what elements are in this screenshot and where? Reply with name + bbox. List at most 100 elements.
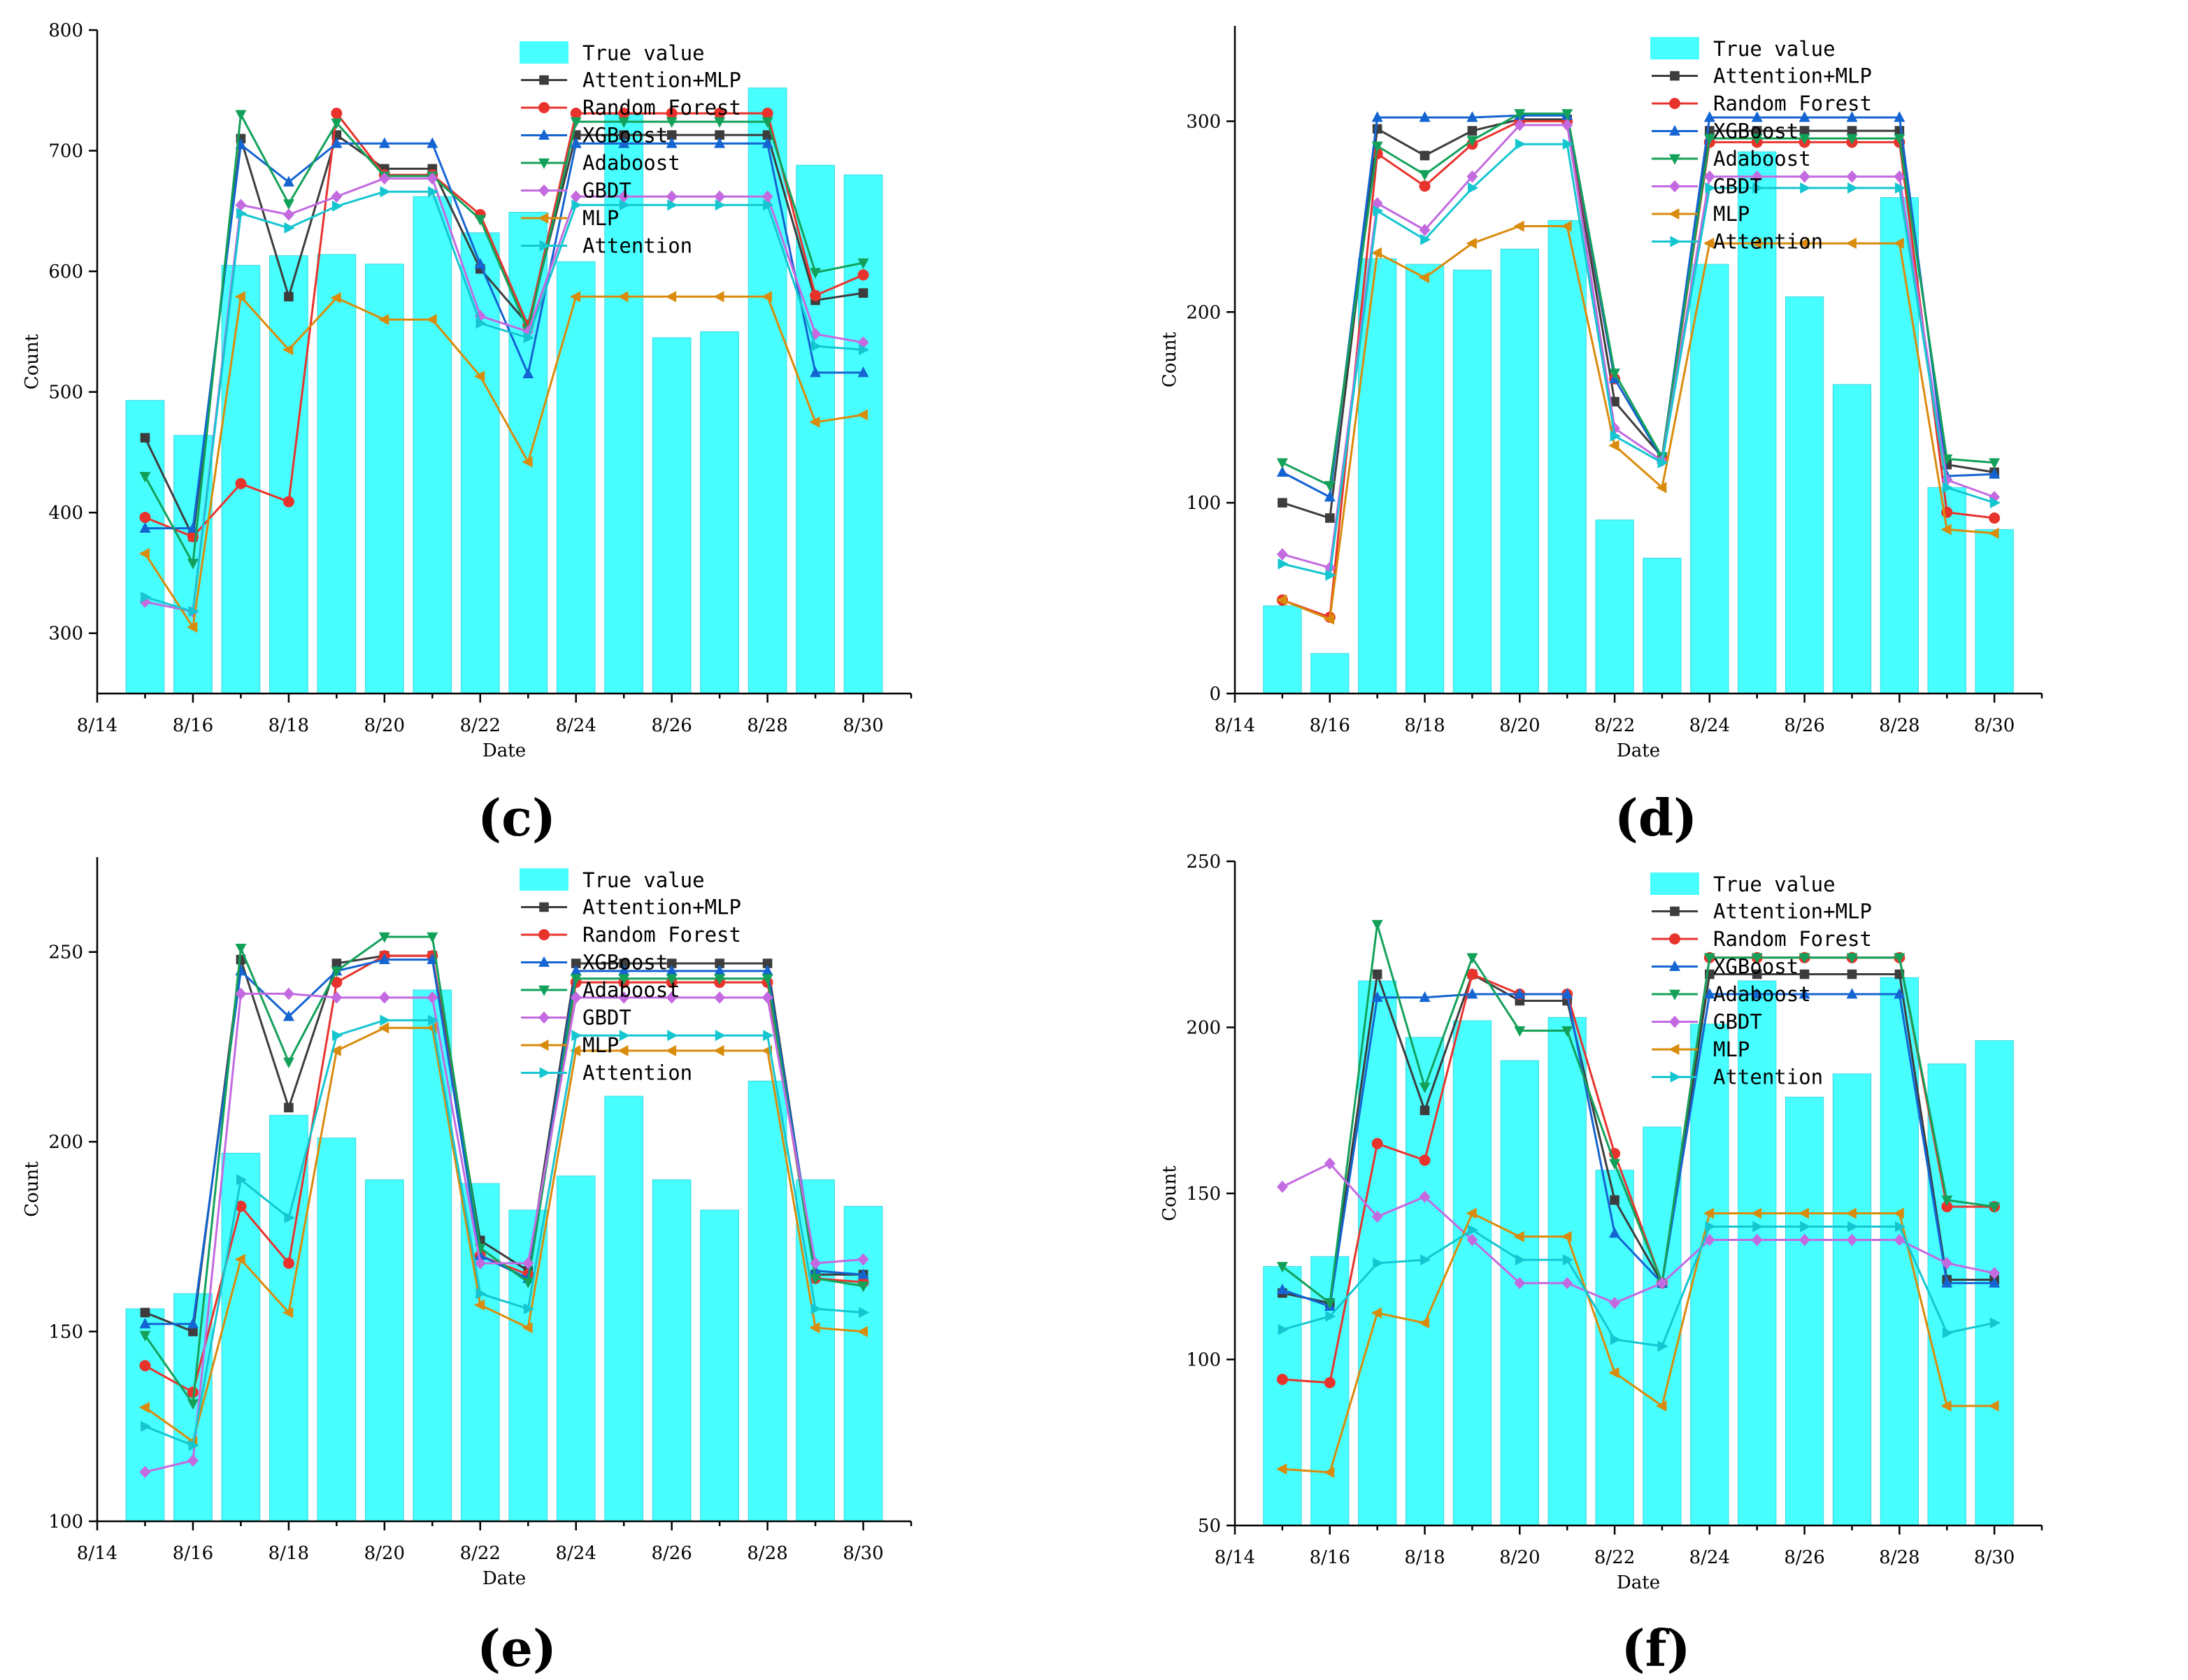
data-point — [619, 959, 629, 968]
data-point — [618, 117, 630, 128]
data-point — [1845, 238, 1857, 250]
x-tick-label: 8/30 — [1974, 715, 2015, 736]
data-point — [476, 317, 487, 329]
data-point — [1562, 1254, 1573, 1265]
legend-swatch-marker — [539, 902, 549, 912]
bar — [556, 261, 596, 694]
data-point — [1371, 1137, 1383, 1149]
data-point — [761, 137, 773, 148]
x-tick-label: 8/22 — [1594, 715, 1635, 736]
data-point — [1276, 466, 1288, 477]
data-point — [1468, 182, 1479, 194]
data-point — [139, 1360, 151, 1372]
legend-label: XGBoost — [582, 951, 668, 975]
legend-label: MLP — [582, 206, 619, 230]
data-point — [522, 456, 533, 468]
data-point — [427, 1014, 439, 1026]
data-point — [762, 959, 773, 968]
data-point — [187, 1317, 199, 1329]
data-point — [523, 1303, 535, 1314]
bar — [748, 87, 787, 694]
series-line — [144, 1026, 864, 1444]
data-point — [857, 1281, 869, 1293]
data-point — [857, 1326, 868, 1337]
data-point — [1705, 1221, 1716, 1233]
series-mlp — [1276, 220, 1999, 625]
bar — [125, 1308, 165, 1522]
data-point — [666, 991, 678, 1004]
data-point — [667, 199, 678, 211]
data-point — [523, 331, 535, 343]
legend-label: XGBoost — [1713, 955, 1799, 979]
data-point — [1751, 953, 1763, 964]
data-point — [1940, 524, 1952, 536]
data-point — [1846, 134, 1858, 145]
legend-label: Adaboost — [582, 151, 680, 175]
data-point — [857, 409, 868, 421]
data-point — [1609, 1227, 1621, 1238]
data-point — [331, 959, 342, 968]
data-point — [1419, 224, 1431, 236]
bar — [700, 331, 740, 694]
data-point — [1799, 134, 1810, 145]
data-point — [140, 1307, 150, 1318]
data-point — [1466, 968, 1478, 980]
bar — [700, 1209, 740, 1522]
bar — [460, 232, 500, 694]
data-point — [1751, 170, 1763, 183]
legend-swatch-marker — [538, 1040, 549, 1051]
legend-label: Adaboost — [582, 978, 680, 1002]
data-point — [1610, 396, 1619, 407]
x-axis-title: Date — [1617, 1572, 1660, 1593]
bar — [1500, 248, 1539, 694]
data-point — [378, 991, 390, 1004]
data-point — [1561, 109, 1573, 120]
legend-swatch-marker — [1669, 933, 1680, 945]
y-tick-label: 200 — [1186, 302, 1221, 323]
data-point — [1989, 1202, 2001, 1213]
data-point — [1514, 109, 1526, 120]
data-point — [810, 1257, 822, 1270]
data-point — [1610, 1195, 1619, 1205]
bar — [652, 337, 692, 694]
data-point — [474, 1257, 486, 1270]
legend-swatch-true-value — [520, 868, 569, 891]
data-point — [522, 367, 534, 379]
data-point — [810, 289, 822, 301]
data-point — [1894, 134, 1905, 145]
data-point — [857, 269, 869, 281]
data-point — [1799, 969, 1810, 979]
x-tick-label: 8/20 — [364, 715, 405, 736]
legend-swatch-marker — [1669, 1015, 1680, 1028]
y-axis-title: Count — [22, 333, 43, 389]
data-point — [857, 258, 869, 269]
series-line — [1282, 124, 1995, 569]
bar — [413, 196, 452, 694]
series-line — [145, 992, 864, 1473]
data-point — [1941, 1256, 1953, 1270]
data-point — [1419, 1082, 1431, 1093]
legend-label: Attention — [582, 234, 692, 258]
legend-swatch-true-value — [1650, 37, 1699, 59]
x-tick-label: 8/16 — [173, 1543, 213, 1564]
data-point — [714, 117, 726, 128]
data-point — [1420, 234, 1431, 245]
y-tick-label: 100 — [1186, 493, 1221, 514]
x-tick-label: 8/28 — [1879, 1547, 1919, 1568]
data-point — [1703, 134, 1715, 145]
panel-label: (f) — [1621, 1618, 1690, 1678]
y-tick-label: 150 — [1186, 1184, 1221, 1205]
legend-label: Attention — [582, 1061, 692, 1085]
data-point — [1703, 238, 1715, 250]
data-point — [1752, 182, 1764, 194]
panel-label: (d) — [1615, 788, 1697, 847]
data-point — [1610, 430, 1621, 442]
data-point — [1419, 991, 1431, 1003]
bar — [269, 1114, 308, 1522]
bar — [843, 174, 883, 694]
data-point — [331, 108, 343, 120]
y-tick-label: 500 — [48, 382, 83, 403]
data-point — [378, 314, 389, 326]
data-point — [617, 1044, 629, 1056]
data-point — [1561, 988, 1573, 999]
